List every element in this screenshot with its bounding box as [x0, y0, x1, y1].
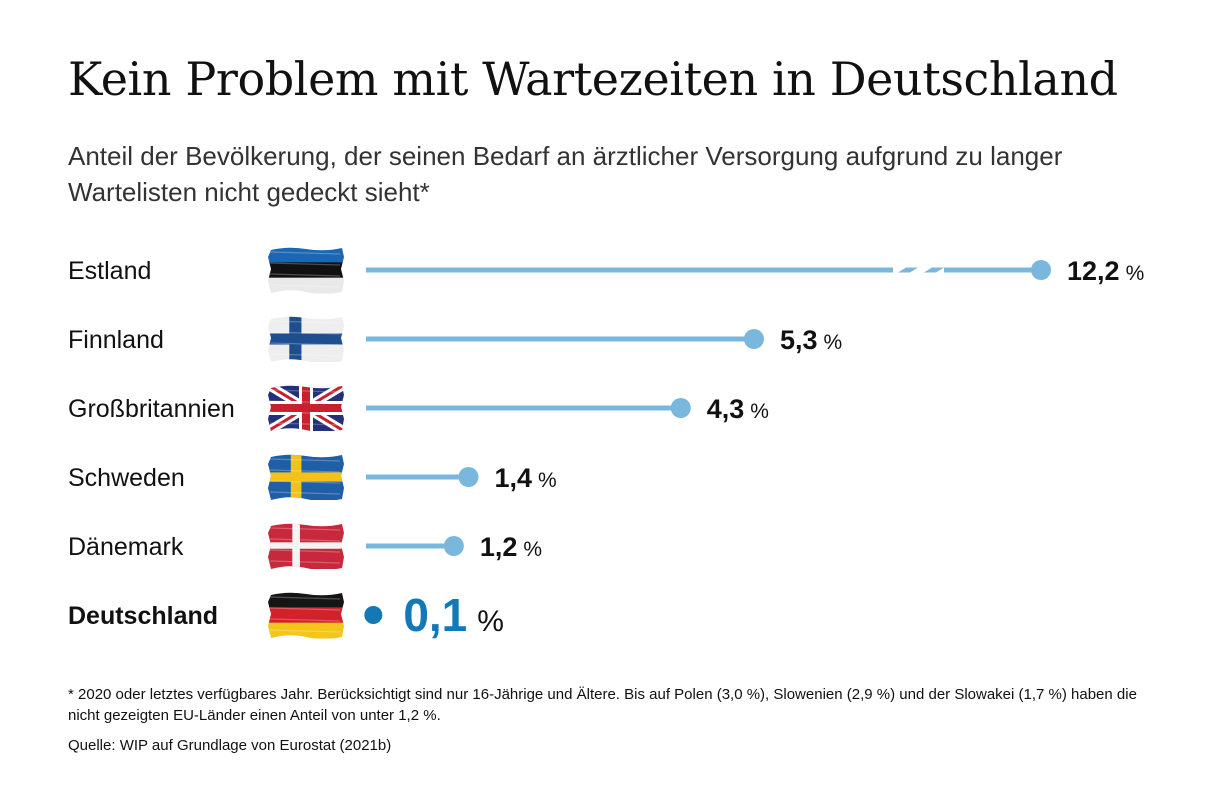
flag-denmark-icon [268, 523, 344, 569]
chart-subtitle: Anteil der Bevölkerung, der seinen Bedar… [68, 141, 1063, 207]
dot-deutschland [364, 606, 383, 624]
chart-title: Kein Problem mit Wartezeiten in Deutschl… [68, 52, 1118, 106]
category-label-estland: Estland [68, 257, 151, 285]
value-label-daenemark: 1,2% [480, 532, 542, 562]
source-note: Quelle: WIP auf Grundlage von Eurostat (… [68, 737, 392, 754]
flag-estonia-icon [268, 247, 344, 294]
value-label-estland: 12,2% [1067, 256, 1144, 286]
category-label-grossbritannien: Großbritannien [68, 395, 235, 423]
flag-uk-icon [268, 385, 344, 432]
value-label-deutschland: 0,1% [403, 589, 504, 641]
value-label-finnland: 5,3% [780, 325, 842, 355]
dot-schweden [458, 467, 479, 487]
flag-sweden-icon [268, 454, 344, 500]
category-label-daenemark: Dänemark [68, 533, 184, 561]
axis-break-marker [898, 267, 944, 273]
footnote: * 2020 oder letztes verfügbares Jahr. Be… [68, 686, 1137, 724]
value-label-grossbritannien: 4,3% [707, 394, 769, 424]
dot-estland [1031, 260, 1051, 280]
category-label-deutschland: Deutschland [68, 602, 218, 630]
category-label-schweden: Schweden [68, 464, 185, 492]
value-label-schweden: 1,4% [494, 463, 556, 493]
flag-germany-icon [268, 592, 344, 639]
dot-daenemark [443, 536, 464, 556]
flag-finland-icon [268, 316, 344, 362]
dot-finnland [743, 329, 764, 349]
dot-grossbritannien [670, 398, 691, 418]
category-label-finnland: Finnland [68, 326, 164, 354]
